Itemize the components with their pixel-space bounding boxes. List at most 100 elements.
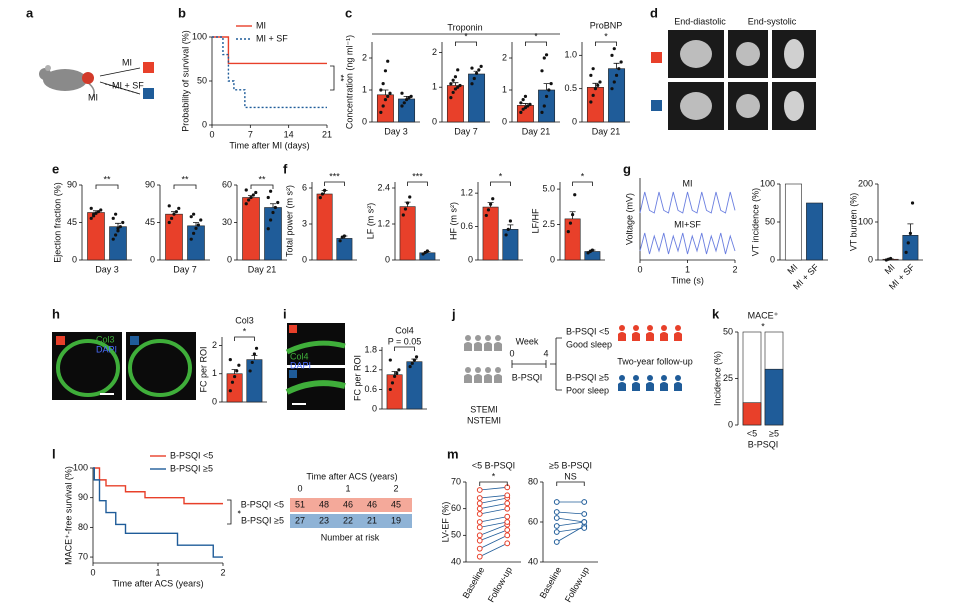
data-point (233, 374, 237, 379)
data-point (342, 234, 346, 238)
error-bar (507, 224, 514, 230)
bar (406, 361, 423, 410)
person-body (464, 342, 472, 351)
annotation: P = 0.05 (388, 336, 422, 346)
label: End-diastolic (674, 16, 726, 26)
y-tick-label: 0 (770, 254, 775, 264)
data-point (519, 101, 523, 105)
data-point (177, 206, 181, 210)
x-tick-label: Follow-up (486, 565, 514, 604)
legend-label: MI (256, 20, 266, 30)
data-point (404, 98, 409, 102)
data-point (254, 346, 259, 350)
y-tick-label: 0.6 (460, 221, 473, 231)
y-tick-label: 50 (765, 216, 775, 226)
data-point (111, 216, 115, 220)
data-point (235, 369, 239, 373)
data-point (269, 189, 273, 193)
data-point (479, 64, 483, 68)
branch-arrows (550, 337, 562, 391)
significance-bracket (250, 184, 274, 189)
pair-line (479, 524, 508, 536)
bar (902, 235, 919, 261)
data-point (228, 389, 232, 393)
person-head (485, 367, 491, 373)
person-body (474, 374, 482, 383)
person-head (619, 375, 625, 381)
data-point (508, 219, 512, 223)
person-body (484, 374, 492, 383)
x-axis-label: B-PSQI (748, 439, 779, 449)
data-point (244, 188, 248, 192)
data-point (116, 229, 120, 233)
x-axis-label: Day 21 (592, 126, 621, 136)
data-point (402, 101, 406, 105)
data-point (476, 495, 483, 501)
data-point (401, 213, 405, 217)
data-point (386, 59, 390, 63)
bar (764, 368, 784, 426)
bar (806, 202, 824, 261)
data-point (910, 201, 915, 205)
y-tick-label: 1.8 (364, 345, 377, 355)
y-tick-label: 25 (723, 373, 733, 383)
data-point (250, 360, 254, 365)
x-tick-label: 0 (90, 567, 95, 577)
y-tick-label: 50 (451, 530, 461, 540)
y-tick-label: 50 (197, 75, 207, 85)
data-point (610, 53, 614, 57)
x-axis-label: Time (s) (671, 275, 704, 285)
data-point (381, 104, 385, 108)
x-tick-label: 0 (637, 264, 642, 274)
y-tick-label: 100 (73, 462, 88, 472)
data-point (269, 218, 273, 222)
significance-bracket (479, 481, 508, 486)
data-point (386, 94, 390, 98)
data-point (89, 216, 93, 220)
data-point (266, 195, 270, 200)
y-tick-label: 2 (502, 52, 507, 62)
data-point (174, 210, 178, 214)
annotation: NS (564, 471, 577, 481)
person-head (475, 335, 481, 341)
table-cell: 48 (319, 499, 329, 509)
data-point (504, 527, 511, 533)
bar (246, 359, 263, 403)
error-bar (382, 89, 389, 95)
y-tick-label: 0 (212, 396, 217, 406)
data-point (453, 87, 458, 91)
person-body (646, 382, 654, 391)
data-point (320, 192, 325, 196)
y-tick-label: 2 (362, 52, 367, 62)
data-point (408, 364, 412, 369)
data-point (590, 248, 595, 252)
person-body (632, 332, 640, 341)
y-tick-label: 60 (528, 516, 538, 526)
y-tick-label: 0 (202, 119, 207, 129)
histology-images (52, 332, 196, 400)
significance-bracket (324, 181, 345, 186)
table-row-label: B-PSQI <5 (241, 499, 284, 509)
x-axis-label: Day 21 (522, 126, 551, 136)
series-line (93, 467, 223, 505)
stain-label: DAPI (290, 360, 311, 370)
x-tick-label: Baseline (461, 565, 487, 600)
bar (386, 374, 403, 410)
data-point (199, 218, 203, 222)
annotation: * (233, 510, 243, 514)
data-point (247, 198, 251, 202)
x-tick-label: Baseline (538, 565, 564, 600)
data-point (476, 524, 483, 531)
data-point (194, 226, 198, 230)
person-head (465, 335, 471, 341)
person-head (619, 325, 625, 331)
data-point (407, 96, 411, 100)
label: MI (122, 57, 132, 67)
x-tick-label: 1 (685, 264, 690, 274)
label: MI + SF (112, 80, 144, 90)
pair-line (479, 508, 508, 515)
data-point (409, 94, 413, 98)
data-point (581, 511, 588, 517)
